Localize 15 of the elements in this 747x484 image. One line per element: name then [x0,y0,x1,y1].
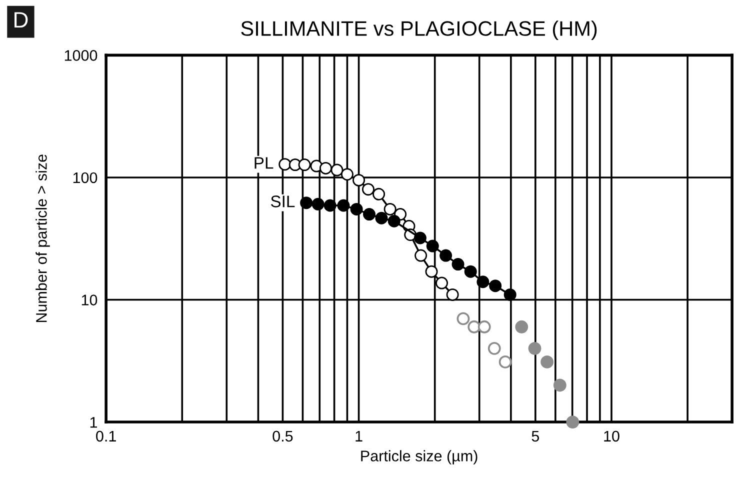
x-tick-label: 0.5 [272,430,293,442]
chart-title: SILLIMANITE vs PLAGIOCLASE (HM) [241,20,597,40]
x-tick-label: 0.1 [96,430,116,442]
series-label: PL [254,157,274,169]
text: D [14,12,28,28]
y-tick-label: 1000 [64,50,98,61]
x-tick-label: 1 [356,430,362,442]
x-tick-label: 5 [532,430,540,442]
x-tick-label: 10 [604,430,620,442]
series-label: SIL [270,196,295,208]
y-tick-label: 10 [82,294,98,306]
y-tick-label: 1 [90,417,97,428]
x-axis-title: Particle size (µm) [361,450,478,464]
y-tick-label: 100 [73,172,98,184]
y-axis-title: Number of particle > size [36,154,50,322]
